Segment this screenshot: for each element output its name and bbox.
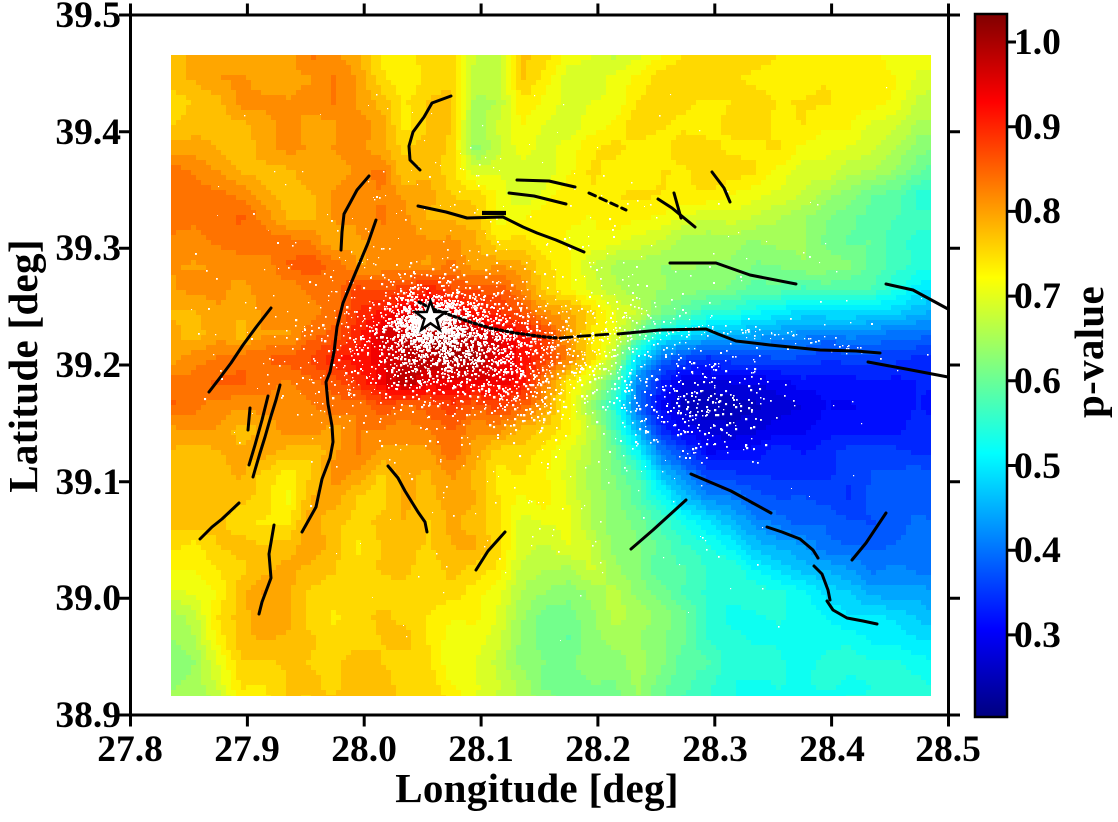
svg-text:28.3: 28.3 [682, 729, 748, 770]
svg-text:39.2: 39.2 [55, 345, 121, 386]
svg-text:38.9: 38.9 [55, 695, 121, 736]
svg-text:39.3: 39.3 [55, 228, 121, 269]
svg-text:28.4: 28.4 [799, 729, 865, 770]
svg-text:27.9: 27.9 [214, 729, 280, 770]
svg-text:0.7: 0.7 [1014, 276, 1061, 317]
svg-text:0.6: 0.6 [1014, 361, 1061, 402]
svg-text:39.1: 39.1 [55, 462, 121, 503]
svg-text:Latitude [deg]: Latitude [deg] [0, 239, 46, 493]
svg-text:0.3: 0.3 [1014, 615, 1061, 656]
svg-text:0.8: 0.8 [1014, 191, 1061, 232]
svg-text:28.5: 28.5 [915, 729, 981, 770]
svg-text:27.8: 27.8 [97, 729, 163, 770]
svg-text:28.0: 28.0 [331, 729, 397, 770]
svg-text:28.2: 28.2 [565, 729, 631, 770]
svg-text:0.4: 0.4 [1014, 530, 1061, 571]
svg-text:0.9: 0.9 [1014, 107, 1061, 148]
svg-text:Longitude [deg]: Longitude [deg] [395, 765, 679, 811]
svg-text:28.1: 28.1 [448, 729, 514, 770]
svg-text:0.5: 0.5 [1014, 446, 1061, 487]
svg-text:39.0: 39.0 [55, 578, 121, 619]
svg-text:p-value: p-value [1066, 286, 1112, 418]
svg-text:1.0: 1.0 [1014, 22, 1061, 63]
svg-text:39.5: 39.5 [55, 0, 121, 36]
svg-text:39.4: 39.4 [55, 112, 121, 153]
